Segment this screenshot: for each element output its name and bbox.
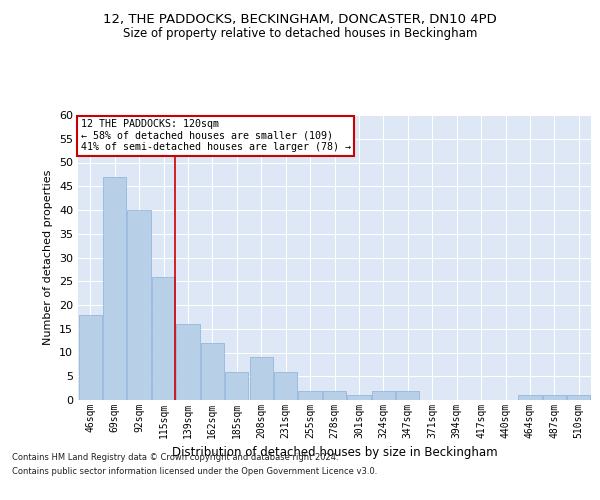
Bar (543, 395, 566, 400)
Bar (201, 343, 224, 400)
Bar (225, 372, 248, 400)
Y-axis label: Number of detached properties: Number of detached properties (43, 170, 53, 345)
Bar (274, 372, 297, 400)
Text: Size of property relative to detached houses in Beckingham: Size of property relative to detached ho… (123, 28, 477, 40)
Bar (176, 324, 200, 400)
Bar (567, 395, 590, 400)
Bar (127, 210, 151, 400)
Text: 12, THE PADDOCKS, BECKINGHAM, DONCASTER, DN10 4PD: 12, THE PADDOCKS, BECKINGHAM, DONCASTER,… (103, 12, 497, 26)
Bar (103, 177, 126, 400)
Text: Contains HM Land Registry data © Crown copyright and database right 2024.: Contains HM Land Registry data © Crown c… (12, 454, 338, 462)
Text: Contains public sector information licensed under the Open Government Licence v3: Contains public sector information licen… (12, 467, 377, 476)
Text: 12 THE PADDOCKS: 120sqm
← 58% of detached houses are smaller (109)
41% of semi-d: 12 THE PADDOCKS: 120sqm ← 58% of detache… (80, 120, 350, 152)
Bar (347, 395, 371, 400)
Bar (152, 276, 175, 400)
Bar (323, 390, 346, 400)
Bar (79, 314, 102, 400)
Bar (250, 357, 273, 400)
X-axis label: Distribution of detached houses by size in Beckingham: Distribution of detached houses by size … (172, 446, 497, 460)
Bar (518, 395, 542, 400)
Bar (298, 390, 322, 400)
Bar (372, 390, 395, 400)
Bar (396, 390, 419, 400)
